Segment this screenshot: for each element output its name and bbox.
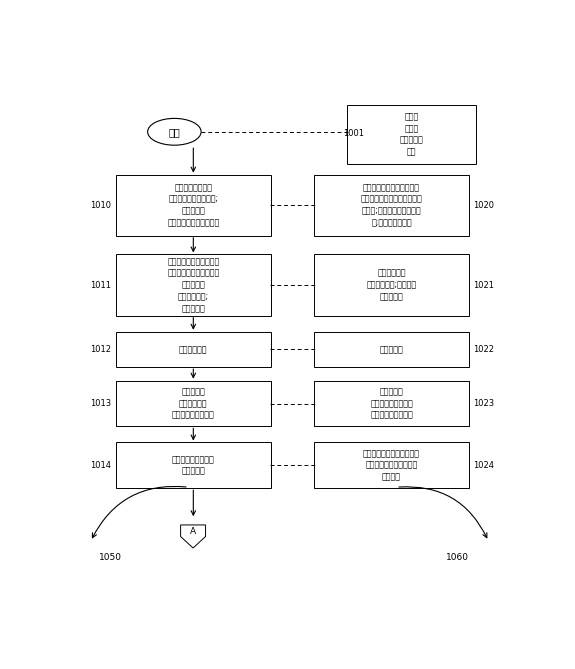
- Text: 開始: 開始: [168, 127, 180, 136]
- Text: 1023: 1023: [473, 399, 494, 408]
- Text: 1022: 1022: [473, 345, 494, 354]
- Text: 選択された
プロセス内の
固有なノードを識別: 選択された プロセス内の 固有なノードを識別: [172, 387, 214, 420]
- FancyBboxPatch shape: [314, 175, 469, 236]
- Text: 1060: 1060: [446, 553, 469, 563]
- Text: 1021: 1021: [473, 281, 494, 290]
- Text: 興味の対象のプロセスに埋
め込まれた包括的なプロセス
を選択;特有なプロセスを検
索;プロセスを出力: 興味の対象のプロセスに埋 め込まれた包括的なプロセス を選択;特有なプロセスを検…: [361, 183, 423, 227]
- FancyBboxPatch shape: [314, 254, 469, 316]
- Text: システムによって出力さ
れるプロセスに対応する
プロセス／
ゴールを選択;
階層に置く: システムによって出力さ れるプロセスに対応する プロセス／ ゴールを選択; 階層…: [167, 257, 220, 313]
- FancyBboxPatch shape: [116, 442, 271, 488]
- Text: 関係するプロセスを
ハイライト: 関係するプロセスを ハイライト: [172, 455, 214, 476]
- Polygon shape: [181, 525, 206, 548]
- Text: 階層を修正: 階層を修正: [380, 345, 404, 354]
- Text: 1001: 1001: [343, 129, 364, 138]
- Text: 1050: 1050: [99, 553, 122, 563]
- Text: 1020: 1020: [473, 201, 494, 210]
- Text: 1012: 1012: [90, 345, 111, 354]
- FancyBboxPatch shape: [116, 254, 271, 316]
- Text: 問題解決のために
仮の計画の概略を作成;
ゴール又は
包括的なプロセスを選択: 問題解決のために 仮の計画の概略を作成; ゴール又は 包括的なプロセスを選択: [167, 183, 220, 227]
- Text: ゴールを修正: ゴールを修正: [179, 345, 208, 354]
- Ellipse shape: [148, 118, 201, 145]
- Text: 問題、
機会、
決定、及は
質問: 問題、 機会、 決定、及は 質問: [400, 112, 424, 157]
- FancyBboxPatch shape: [347, 105, 476, 164]
- Text: 1014: 1014: [90, 461, 111, 470]
- FancyBboxPatch shape: [314, 332, 469, 367]
- Text: 1011: 1011: [90, 281, 111, 290]
- FancyBboxPatch shape: [116, 381, 271, 426]
- FancyBboxPatch shape: [314, 442, 469, 488]
- Text: 1024: 1024: [473, 461, 494, 470]
- Text: A: A: [190, 527, 196, 535]
- Text: プロセスから
ゴールを選択;ゴールの
階層を作成: プロセスから ゴールを選択;ゴールの 階層を作成: [366, 269, 417, 301]
- FancyBboxPatch shape: [116, 332, 271, 367]
- FancyBboxPatch shape: [116, 175, 271, 236]
- Text: 1013: 1013: [90, 399, 111, 408]
- FancyBboxPatch shape: [314, 381, 469, 426]
- Text: 固有なノードに関係するこ
とが既知のプロセスを、
更に選択: 固有なノードに関係するこ とが既知のプロセスを、 更に選択: [363, 449, 420, 482]
- Text: 1010: 1010: [90, 201, 111, 210]
- Text: 選択された
プロセスに対応する
固有なノードを検索: 選択された プロセスに対応する 固有なノードを検索: [370, 387, 413, 420]
